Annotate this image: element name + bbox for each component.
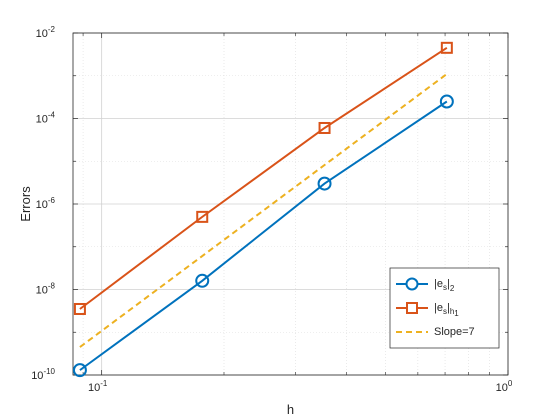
data-point (439, 94, 454, 109)
series-line (79, 100, 448, 371)
legend-label: |es|2 (434, 278, 455, 293)
x-tick-label: 100 (496, 379, 513, 394)
legend-marker (406, 302, 418, 314)
y-tick-label: 10-6 (36, 196, 56, 211)
data-point (440, 41, 453, 54)
y-tick-label: 10-8 (36, 282, 56, 297)
data-point (195, 273, 210, 288)
x-axis-label: h (287, 402, 294, 417)
legend: |es|2 |es|h1 Slope=7 (389, 267, 500, 349)
series-2 (79, 73, 448, 348)
tick-marks (73, 32, 509, 376)
series-1 (73, 41, 453, 315)
data-point (73, 302, 86, 315)
data-point (72, 363, 87, 378)
y-tick-label: 10-10 (31, 367, 55, 382)
legend-label: Slope=7 (434, 326, 475, 338)
x-tick-labels: 10-1 100 (88, 379, 513, 394)
x-tick-label: 10-1 (88, 379, 108, 394)
legend-marker (405, 277, 419, 291)
y-axis-label: Errors (18, 186, 33, 222)
legend-label: |es|h1 (434, 302, 459, 318)
data-point (318, 121, 331, 134)
y-tick-label: 10-2 (36, 25, 56, 40)
series-0 (72, 94, 454, 378)
series-line (79, 73, 448, 348)
y-tick-label: 10-4 (36, 111, 56, 126)
series-lines (72, 41, 454, 378)
y-tick-labels: 10-10 10-8 10-6 10-4 10-2 (31, 25, 55, 382)
series-line (79, 46, 448, 310)
data-point (196, 210, 209, 223)
data-point (317, 176, 332, 191)
